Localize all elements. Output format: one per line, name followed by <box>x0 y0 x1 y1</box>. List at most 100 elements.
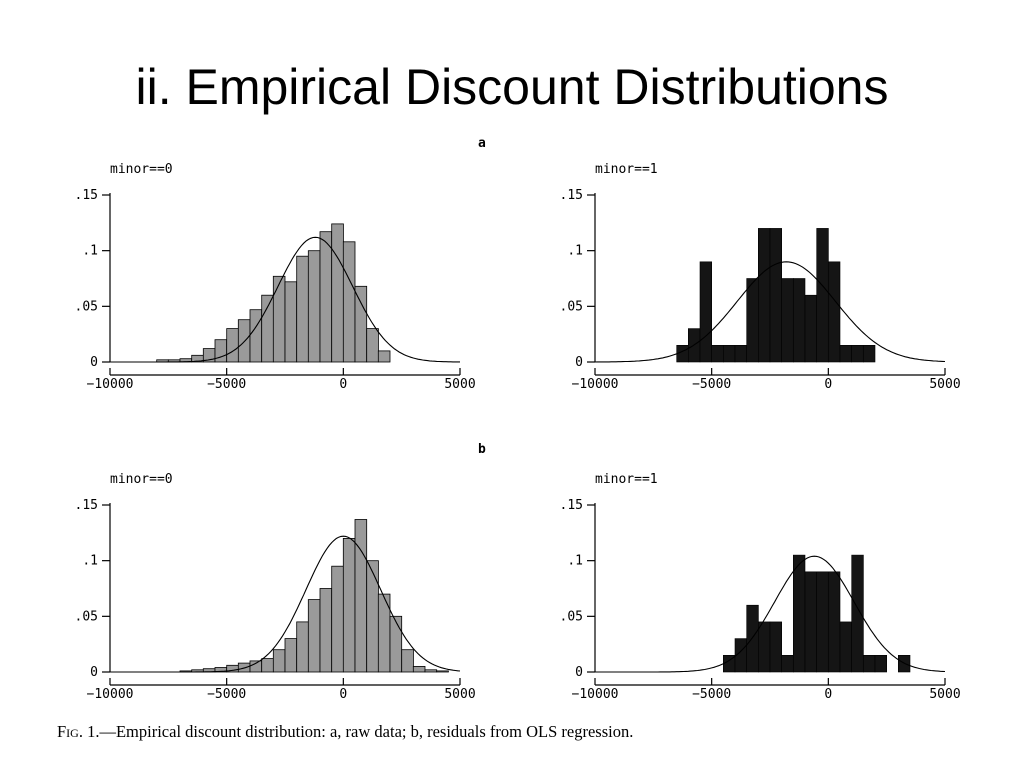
caption-figure-number: Fig. 1. <box>57 722 100 741</box>
x-tick-label: 0 <box>339 377 347 392</box>
histogram-bar <box>436 670 449 673</box>
x-tick-label: −10000 <box>572 377 619 392</box>
histogram-bar <box>851 554 864 673</box>
histogram-bar <box>746 604 759 673</box>
histogram-bar <box>758 621 771 673</box>
x-tick-label: −5000 <box>692 687 731 702</box>
histogram-bar <box>816 571 829 673</box>
histogram-bar <box>827 261 841 363</box>
histogram-bar <box>366 560 379 673</box>
figure-caption: Fig. 1.—Empirical discount distribution:… <box>57 722 957 741</box>
y-tick-label: 0 <box>575 355 583 370</box>
histogram-bar <box>424 669 438 673</box>
histogram-bar <box>851 345 864 363</box>
histogram-bar <box>839 621 852 673</box>
x-tick-label: 5000 <box>929 377 960 392</box>
histogram-bar <box>758 228 771 363</box>
histogram-bar <box>319 588 333 673</box>
y-tick-label: .15 <box>75 188 98 203</box>
density-curve <box>595 555 946 673</box>
x-tick-label: −5000 <box>207 377 246 392</box>
histogram-bar <box>366 328 379 363</box>
panel-b-label: b <box>478 442 486 457</box>
histogram-bar <box>296 255 309 363</box>
histogram-bar <box>862 345 876 363</box>
x-tick-label: −10000 <box>87 377 134 392</box>
y-tick-label: 0 <box>575 665 583 680</box>
histogram-bar <box>261 294 274 363</box>
histogram-bar <box>874 655 887 673</box>
histogram-bar <box>792 554 806 673</box>
histogram-bar <box>781 278 794 363</box>
histogram-bar <box>412 665 426 673</box>
histogram-bar <box>237 319 251 363</box>
histogram-a-minor-0: minor==0 0 .05 .1 .15 −10000 −5000 0 5000 <box>75 162 476 392</box>
y-tick-label: .05 <box>560 609 583 624</box>
histogram-bar <box>816 228 829 363</box>
histogram-bar <box>342 241 356 363</box>
histogram-b-minor-0: minor==0 0 .05 .1 .15 −10000 −5000 0 5000 <box>75 472 476 702</box>
histogram-bar <box>284 638 298 673</box>
histogram-bar <box>769 228 782 363</box>
histogram-bar <box>307 599 321 673</box>
y-tick-label: .05 <box>560 299 583 314</box>
histogram-bar <box>272 275 286 363</box>
panel-subtitle: minor==0 <box>110 472 173 487</box>
histogram-bar <box>792 278 806 363</box>
histogram-bar <box>711 345 724 363</box>
histogram-bar <box>226 328 239 363</box>
histogram-bar <box>249 660 263 673</box>
histogram-bar <box>296 621 309 673</box>
x-tick-label: 5000 <box>929 687 960 702</box>
histogram-bar <box>261 658 274 673</box>
x-tick-label: −5000 <box>692 377 731 392</box>
histogram-bar <box>804 571 817 673</box>
density-curve <box>110 236 460 363</box>
x-tick-label: 5000 <box>444 687 475 702</box>
histogram-bar <box>862 655 876 673</box>
histogram-bar <box>331 565 344 673</box>
histogram-bar <box>839 345 852 363</box>
histogram-bar <box>342 538 356 673</box>
y-tick-label: 0 <box>90 355 98 370</box>
histogram-bar <box>769 621 782 673</box>
panel-subtitle: minor==0 <box>110 162 173 177</box>
histogram-bar <box>781 655 794 673</box>
x-tick-label: 0 <box>824 687 832 702</box>
histogram-bar <box>331 223 344 363</box>
histogram-bar <box>401 649 414 673</box>
histogram-bar <box>827 571 841 673</box>
density-curve <box>110 535 461 673</box>
histogram-bar <box>354 519 368 673</box>
y-tick-label: .15 <box>560 188 583 203</box>
histogram-bar <box>319 231 333 363</box>
panel-subtitle: minor==1 <box>595 162 658 177</box>
caption-text: —Empirical discount distribution: a, raw… <box>99 722 634 741</box>
x-tick-label: 0 <box>339 687 347 702</box>
y-tick-label: .05 <box>75 609 98 624</box>
histogram-a-minor-1: minor==1 0 .05 .1 .15 −10000 −5000 0 5000 <box>560 162 961 392</box>
y-tick-label: .1 <box>82 554 98 569</box>
histogram-b-minor-1: minor==1 0 .05 .1 .15 −10000 −5000 0 5000 <box>560 472 961 702</box>
histogram-bar <box>284 281 298 363</box>
histogram-bar <box>272 649 286 673</box>
histogram-bar <box>723 345 736 363</box>
histogram-bar <box>354 285 368 363</box>
y-tick-label: 0 <box>90 665 98 680</box>
histogram-bar <box>377 350 391 363</box>
slide-title: ii. Empirical Discount Distributions <box>135 59 889 115</box>
histogram-bar <box>307 250 321 363</box>
x-tick-label: −10000 <box>572 687 619 702</box>
histogram-bar <box>389 615 403 673</box>
panel-a-label: a <box>478 136 486 151</box>
x-tick-label: 0 <box>824 377 832 392</box>
x-tick-label: 5000 <box>444 377 475 392</box>
histogram-bar <box>734 345 747 363</box>
histogram-bar <box>804 294 817 363</box>
x-tick-label: −5000 <box>207 687 246 702</box>
y-tick-label: .1 <box>567 244 583 259</box>
density-curve <box>594 261 946 363</box>
y-tick-label: .15 <box>75 498 98 513</box>
x-tick-label: −10000 <box>87 687 134 702</box>
y-tick-label: .15 <box>560 498 583 513</box>
